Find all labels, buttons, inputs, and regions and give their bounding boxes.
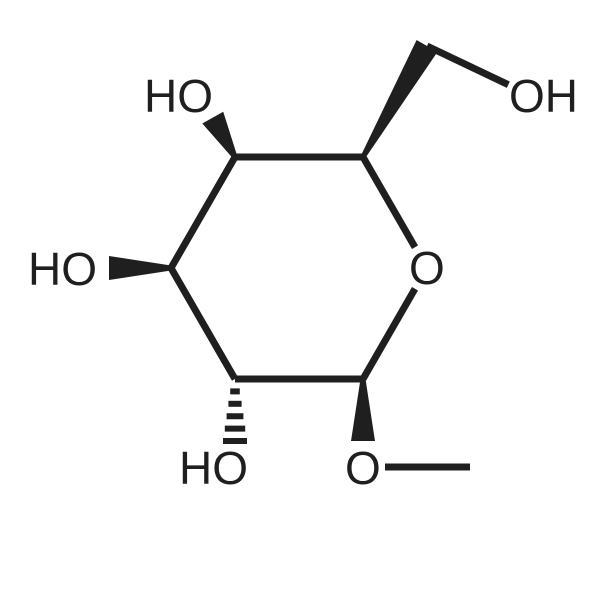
atom-label: O: [345, 442, 381, 494]
atom-label: OH: [509, 70, 578, 122]
bond: [171, 157, 235, 268]
wedge-bond: [351, 379, 375, 441]
bond: [363, 157, 415, 247]
atom-label: HO: [179, 442, 248, 494]
bond: [363, 289, 415, 379]
atom-label: O: [409, 242, 445, 294]
chemical-structure-diagram: O O HO HO HO OH: [0, 0, 600, 600]
atom-label: HO: [144, 70, 213, 122]
wedge-bond: [109, 256, 171, 280]
bond: [427, 46, 508, 85]
atom-label: HO: [28, 243, 97, 295]
wedge-bond: [361, 40, 438, 158]
bond: [171, 268, 235, 379]
